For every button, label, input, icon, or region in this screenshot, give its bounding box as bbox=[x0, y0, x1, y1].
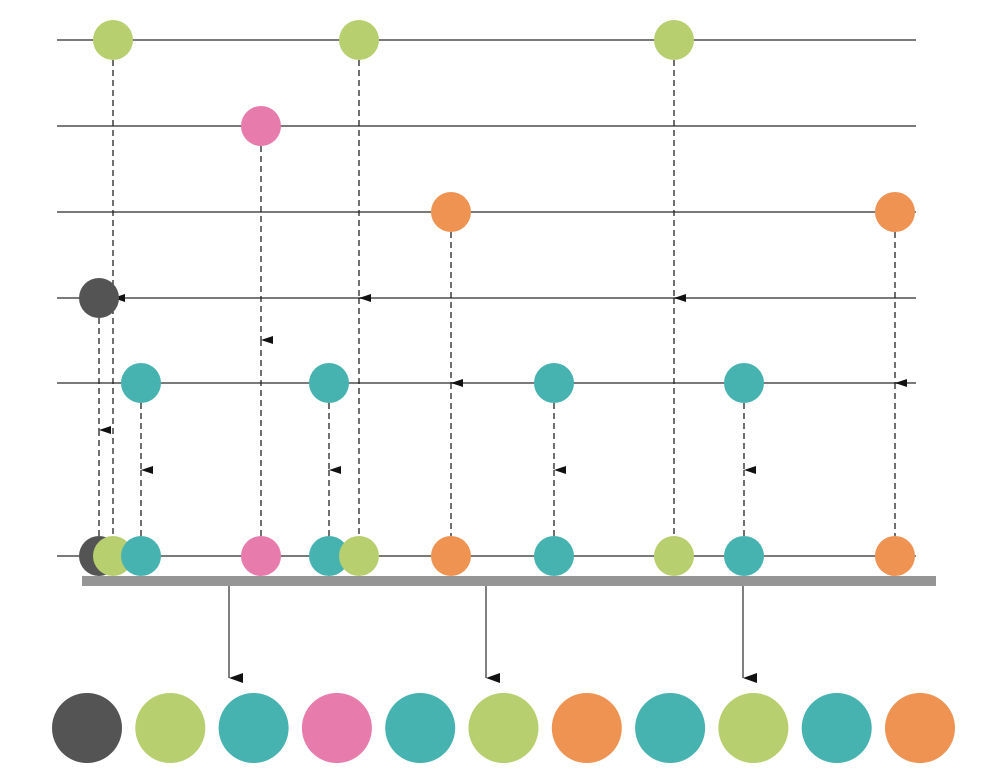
output-teal-marble bbox=[635, 693, 706, 763]
merged-teal-marble bbox=[309, 536, 349, 576]
orange-marble bbox=[875, 192, 915, 232]
green-marble bbox=[339, 20, 379, 60]
output-green-marble bbox=[468, 693, 539, 763]
pink-marble bbox=[241, 106, 281, 146]
teal-marble bbox=[724, 363, 764, 403]
green-marble bbox=[654, 20, 694, 60]
merged-teal-marble bbox=[724, 536, 764, 576]
green-marble bbox=[93, 20, 133, 60]
merged-orange-marble bbox=[431, 536, 471, 576]
merged-green-marble bbox=[654, 536, 694, 576]
output-orange-marble bbox=[885, 693, 955, 763]
output-green-marble bbox=[135, 693, 206, 763]
output-orange-marble bbox=[551, 693, 622, 763]
teal-marble bbox=[309, 363, 349, 403]
output-teal-marble bbox=[801, 693, 872, 763]
output-dark-marble bbox=[52, 693, 122, 763]
orange-marble bbox=[431, 192, 471, 232]
merged-green-marble bbox=[93, 536, 133, 576]
output-teal-marble bbox=[218, 693, 289, 763]
teal-marble bbox=[534, 363, 574, 403]
teal-marble bbox=[121, 363, 161, 403]
output-green-marble bbox=[718, 693, 789, 763]
merged-teal-marble bbox=[534, 536, 574, 576]
merged-teal-marble bbox=[121, 536, 161, 576]
dark-marble bbox=[79, 278, 119, 318]
merged-pink-marble bbox=[241, 536, 281, 576]
output-teal-marble bbox=[385, 693, 456, 763]
merged-orange-marble bbox=[875, 536, 915, 576]
operator-bar bbox=[82, 576, 936, 586]
output-pink-marble bbox=[301, 693, 372, 763]
merged-green-marble bbox=[339, 536, 379, 576]
